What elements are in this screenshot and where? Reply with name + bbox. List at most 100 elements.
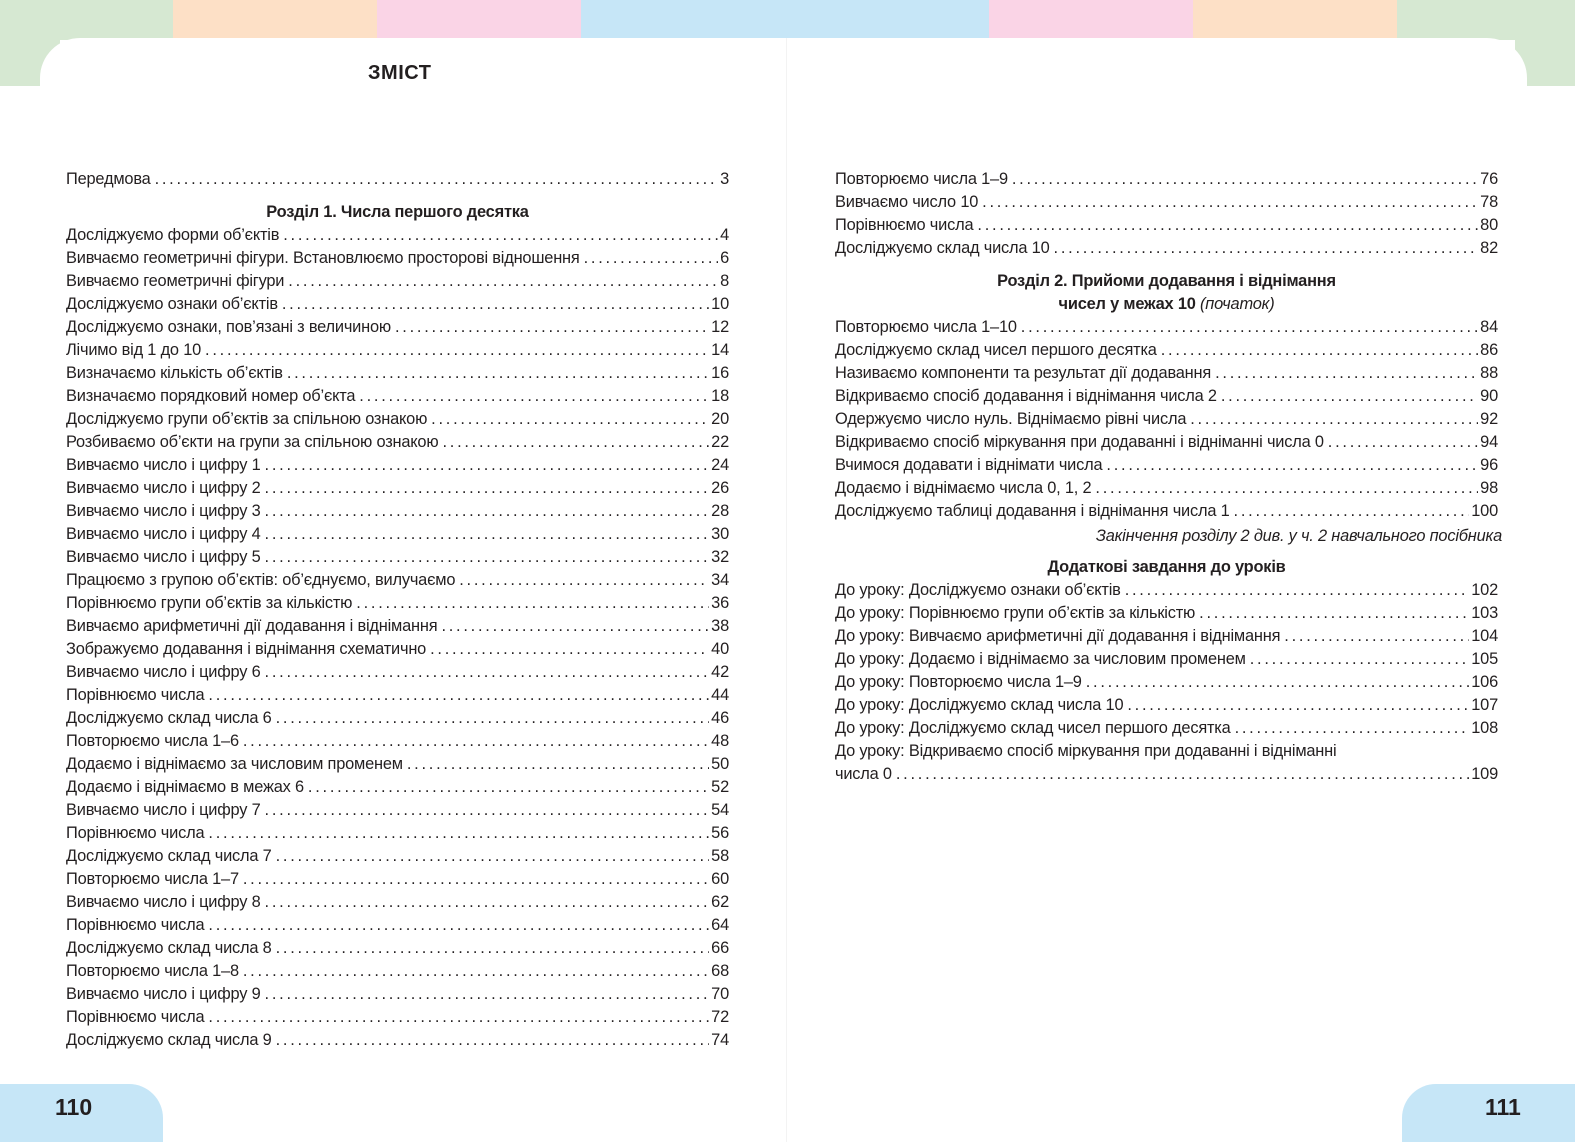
toc-entry-continued[interactable]: числа 0 109 bbox=[835, 763, 1498, 786]
dot-leader bbox=[442, 431, 709, 454]
toc-entry-page: 44 bbox=[711, 686, 729, 704]
toc-entry[interactable]: Вивчаємо число і цифру 8 62 bbox=[66, 891, 729, 914]
toc-entry[interactable]: Досліджуємо групи об’єктів за спільною о… bbox=[66, 408, 729, 431]
toc-entry[interactable]: Порівнюємо числа 56 bbox=[66, 822, 729, 845]
toc-entry-title: До уроку: Відкриваємо спосіб міркування … bbox=[835, 742, 1337, 760]
dot-leader bbox=[1021, 316, 1478, 339]
toc-entry-title: Одержуємо число нуль. Віднімаємо рівні ч… bbox=[835, 410, 1187, 428]
toc-entry[interactable]: До уроку: Вивчаємо арифметичні дії додав… bbox=[835, 625, 1498, 648]
toc-entry[interactable]: Порівнюємо числа 64 bbox=[66, 914, 729, 937]
toc-entry[interactable]: Додаємо і віднімаємо числа 0, 1, 2 98 bbox=[835, 477, 1498, 500]
toc-entry[interactable]: Досліджуємо склад числа 7 58 bbox=[66, 845, 729, 868]
toc-entry[interactable]: Досліджуємо склад числа 6 46 bbox=[66, 707, 729, 730]
toc-entry-page: 54 bbox=[711, 801, 729, 819]
toc-entry[interactable]: Досліджуємо склад числа 10 82 bbox=[835, 237, 1498, 260]
toc-entry[interactable]: Вивчаємо число і цифру 2 26 bbox=[66, 477, 729, 500]
toc-entry[interactable]: Додаємо і віднімаємо в межах 6 52 bbox=[66, 776, 729, 799]
toc-entry[interactable]: Вивчаємо число і цифру 7 54 bbox=[66, 799, 729, 822]
toc-entry[interactable]: До уроку: Повторюємо числа 1–9 106 bbox=[835, 671, 1498, 694]
toc-entry-page: 18 bbox=[711, 387, 729, 405]
toc-entry[interactable]: Лічимо від 1 до 10 14 bbox=[66, 339, 729, 362]
toc-entry-title: Досліджуємо склад числа 7 bbox=[66, 847, 272, 865]
dot-leader bbox=[208, 1006, 709, 1029]
toc-entry[interactable]: Повторюємо числа 1–8 68 bbox=[66, 960, 729, 983]
toc-entry-title: Повторюємо числа 1–6 bbox=[66, 732, 239, 750]
toc-entry[interactable]: Додаємо і віднімаємо за числовим промене… bbox=[66, 753, 729, 776]
toc-entry[interactable]: Вивчаємо геометричні фігури. Встановлюєм… bbox=[66, 247, 729, 270]
dot-leader bbox=[1235, 717, 1470, 740]
toc-entry[interactable]: Порівнюємо числа 72 bbox=[66, 1006, 729, 1029]
dot-leader bbox=[1199, 602, 1469, 625]
dot-leader bbox=[1125, 579, 1470, 602]
toc-entry[interactable]: Повторюємо числа 1–6 48 bbox=[66, 730, 729, 753]
toc-entry-page: 30 bbox=[711, 525, 729, 543]
toc-entry-title: Порівнюємо числа bbox=[66, 1008, 205, 1026]
page-number-left: 110 bbox=[55, 1094, 93, 1120]
toc-entry[interactable]: Передмова 3 bbox=[66, 168, 729, 191]
toc-entry[interactable]: Визначаємо кількість об’єктів 16 bbox=[66, 362, 729, 385]
toc-entry-page: 58 bbox=[711, 847, 729, 865]
toc-entry-title: Повторюємо числа 1–10 bbox=[835, 318, 1017, 336]
toc-entry[interactable]: Вивчаємо число і цифру 9 70 bbox=[66, 983, 729, 1006]
toc-entry[interactable]: Вивчаємо арифметичні дії додавання і від… bbox=[66, 615, 729, 638]
toc-entry[interactable]: Вивчаємо число і цифру 5 32 bbox=[66, 546, 729, 569]
toc-entry[interactable]: Досліджуємо таблиці додавання і відніман… bbox=[835, 500, 1498, 523]
toc-entry[interactable]: Визначаємо порядковий номер об’єкта 18 bbox=[66, 385, 729, 408]
dot-leader bbox=[265, 661, 710, 684]
toc-entry[interactable]: Вчимося додавати і віднімати числа 96 bbox=[835, 454, 1498, 477]
dot-leader bbox=[395, 316, 709, 339]
toc-entry[interactable]: Порівнюємо числа 80 bbox=[835, 214, 1498, 237]
toc-entry[interactable]: До уроку: Відкриваємо спосіб міркування … bbox=[835, 740, 1498, 763]
dot-leader bbox=[896, 763, 1469, 786]
toc-entry[interactable]: Називаємо компоненти та результат дії до… bbox=[835, 362, 1498, 385]
toc-entry[interactable]: Працюємо з групою об’єктів: об’єднуємо, … bbox=[66, 569, 729, 592]
toc-entry-title: Досліджуємо ознаки об’єктів bbox=[66, 295, 278, 313]
toc-entry[interactable]: Вивчаємо число і цифру 6 42 bbox=[66, 661, 729, 684]
page-title: ЗМІСТ bbox=[368, 62, 432, 84]
toc-entry-page: 80 bbox=[1480, 216, 1498, 234]
dot-leader bbox=[283, 224, 718, 247]
toc-entry[interactable]: Повторюємо числа 1–7 60 bbox=[66, 868, 729, 891]
toc-entry[interactable]: До уроку: Порівнюємо групи об’єктів за к… bbox=[835, 602, 1498, 625]
toc-entry[interactable]: Досліджуємо склад чисел першого десятка 8… bbox=[835, 339, 1498, 362]
toc-entry[interactable]: Вивчаємо число і цифру 4 30 bbox=[66, 523, 729, 546]
dot-leader bbox=[441, 615, 709, 638]
toc-entry[interactable]: Порівнюємо числа 44 bbox=[66, 684, 729, 707]
toc-entry[interactable]: До уроку: Досліджуємо склад чисел першог… bbox=[835, 717, 1498, 740]
toc-entry[interactable]: Вивчаємо геометричні фігури 8 bbox=[66, 270, 729, 293]
toc-entry-page: 62 bbox=[711, 893, 729, 911]
toc-entry[interactable]: До уроку: Досліджуємо склад числа 10 107 bbox=[835, 694, 1498, 717]
toc-entry[interactable]: Досліджуємо склад числа 8 66 bbox=[66, 937, 729, 960]
toc-entry-page: 8 bbox=[720, 272, 729, 290]
toc-entry[interactable]: Досліджуємо ознаки, пов’язані з величино… bbox=[66, 316, 729, 339]
toc-entry[interactable]: Повторюємо числа 1–9 76 bbox=[835, 168, 1498, 191]
toc-entry[interactable]: Вивчаємо число і цифру 3 28 bbox=[66, 500, 729, 523]
dot-leader bbox=[407, 753, 709, 776]
toc-entry[interactable]: Зображуємо додавання і віднімання схемат… bbox=[66, 638, 729, 661]
toc-entry[interactable]: Вивчаємо число і цифру 1 24 bbox=[66, 454, 729, 477]
toc-entry[interactable]: Розбиваємо об’єкти на групи за спільною … bbox=[66, 431, 729, 454]
toc-entry-page: 26 bbox=[711, 479, 729, 497]
toc-entry[interactable]: Досліджуємо склад числа 9 74 bbox=[66, 1029, 729, 1052]
toc-entry[interactable]: Вивчаємо число 10 78 bbox=[835, 191, 1498, 214]
toc-entry-title: До уроку: Порівнюємо групи об’єктів за к… bbox=[835, 604, 1196, 622]
toc-entry-page: 76 bbox=[1480, 170, 1498, 188]
toc-entry-title: Вивчаємо число 10 bbox=[835, 193, 979, 211]
toc-entry[interactable]: Відкриваємо спосіб міркування при додава… bbox=[835, 431, 1498, 454]
toc-entry-page: 72 bbox=[711, 1008, 729, 1026]
toc-entry[interactable]: До уроку: Додаємо і віднімаємо за числов… bbox=[835, 648, 1498, 671]
toc-entry[interactable]: Порівнюємо групи об’єктів за кількістю 36 bbox=[66, 592, 729, 615]
toc-entry-page: 36 bbox=[711, 594, 729, 612]
toc-entry-title: Порівнюємо числа bbox=[66, 824, 205, 842]
toc-entry-title: До уроку: Досліджуємо ознаки об’єктів bbox=[835, 581, 1121, 599]
toc-entry[interactable]: Одержуємо число нуль. Віднімаємо рівні ч… bbox=[835, 408, 1498, 431]
toc-entry-page: 24 bbox=[711, 456, 729, 474]
toc-entry[interactable]: До уроку: Досліджуємо ознаки об’єктів 102 bbox=[835, 579, 1498, 602]
toc-entry[interactable]: Досліджуємо форми об’єктів 4 bbox=[66, 224, 729, 247]
dot-leader bbox=[287, 362, 709, 385]
dot-leader bbox=[1328, 431, 1478, 454]
toc-entry[interactable]: Повторюємо числа 1–10 84 bbox=[835, 316, 1498, 339]
toc-entry[interactable]: Досліджуємо ознаки об’єктів 10 bbox=[66, 293, 729, 316]
toc-entry-title: Досліджуємо таблиці додавання і відніман… bbox=[835, 502, 1230, 520]
toc-entry[interactable]: Відкриваємо спосіб додавання і відніманн… bbox=[835, 385, 1498, 408]
